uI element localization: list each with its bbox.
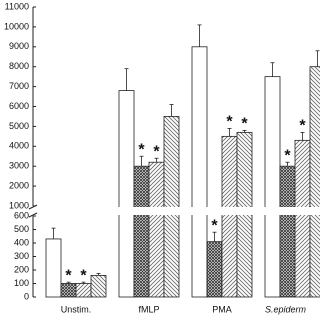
y-tick-label: 3000	[9, 161, 29, 171]
bar	[264, 76, 281, 298]
y-tick-label: 7000	[9, 81, 29, 91]
bar	[148, 161, 165, 298]
y-tick-label: 400	[14, 237, 29, 247]
y-tick-label: 11000	[5, 1, 29, 11]
significance-star: *	[211, 217, 218, 234]
significance-star: *	[65, 267, 72, 284]
bar	[163, 116, 180, 298]
y-tick-label: 5000	[9, 121, 29, 131]
bar	[60, 283, 77, 298]
bar	[309, 66, 320, 298]
bar	[90, 274, 107, 298]
axis-break	[27, 207, 320, 215]
significance-star: *	[299, 118, 306, 135]
axis-break-mark	[28, 212, 38, 218]
bar	[191, 46, 208, 298]
y-tick-label: 4000	[9, 141, 29, 151]
significance-star: *	[153, 143, 160, 160]
y-tick-label: 300	[14, 251, 29, 261]
y-tick-label: 9000	[9, 41, 29, 51]
y-tick-label: 6000	[9, 101, 29, 111]
significance-star: *	[284, 147, 291, 164]
x-tick-label: fMLP	[138, 304, 159, 314]
bar	[75, 283, 92, 298]
y-tick-label: 8000	[9, 61, 29, 71]
y-tick-label: 600	[14, 210, 29, 220]
y-tick-label: 1000	[9, 200, 29, 210]
x-tick-label: PMA	[212, 304, 232, 314]
bar	[45, 238, 62, 298]
bar	[118, 90, 135, 298]
bar	[279, 165, 296, 298]
bar	[206, 241, 223, 298]
y-tick-label: 2000	[9, 180, 29, 190]
y-tick-label: 0	[24, 291, 29, 301]
significance-star: *	[241, 116, 248, 133]
significance-star: *	[80, 267, 87, 284]
bar	[294, 139, 311, 298]
x-tick-label: Unstim.	[61, 304, 92, 314]
bar	[221, 135, 238, 298]
y-tick-label: 100	[14, 278, 29, 288]
x-tick-label: S.epiderm	[265, 304, 307, 314]
significance-star: *	[226, 114, 233, 131]
y-tick-label: 500	[14, 224, 29, 234]
significance-star: *	[138, 141, 145, 158]
y-tick-label: 10000	[4, 21, 29, 31]
bar	[133, 165, 150, 298]
y-tick-label: 200	[14, 264, 29, 274]
